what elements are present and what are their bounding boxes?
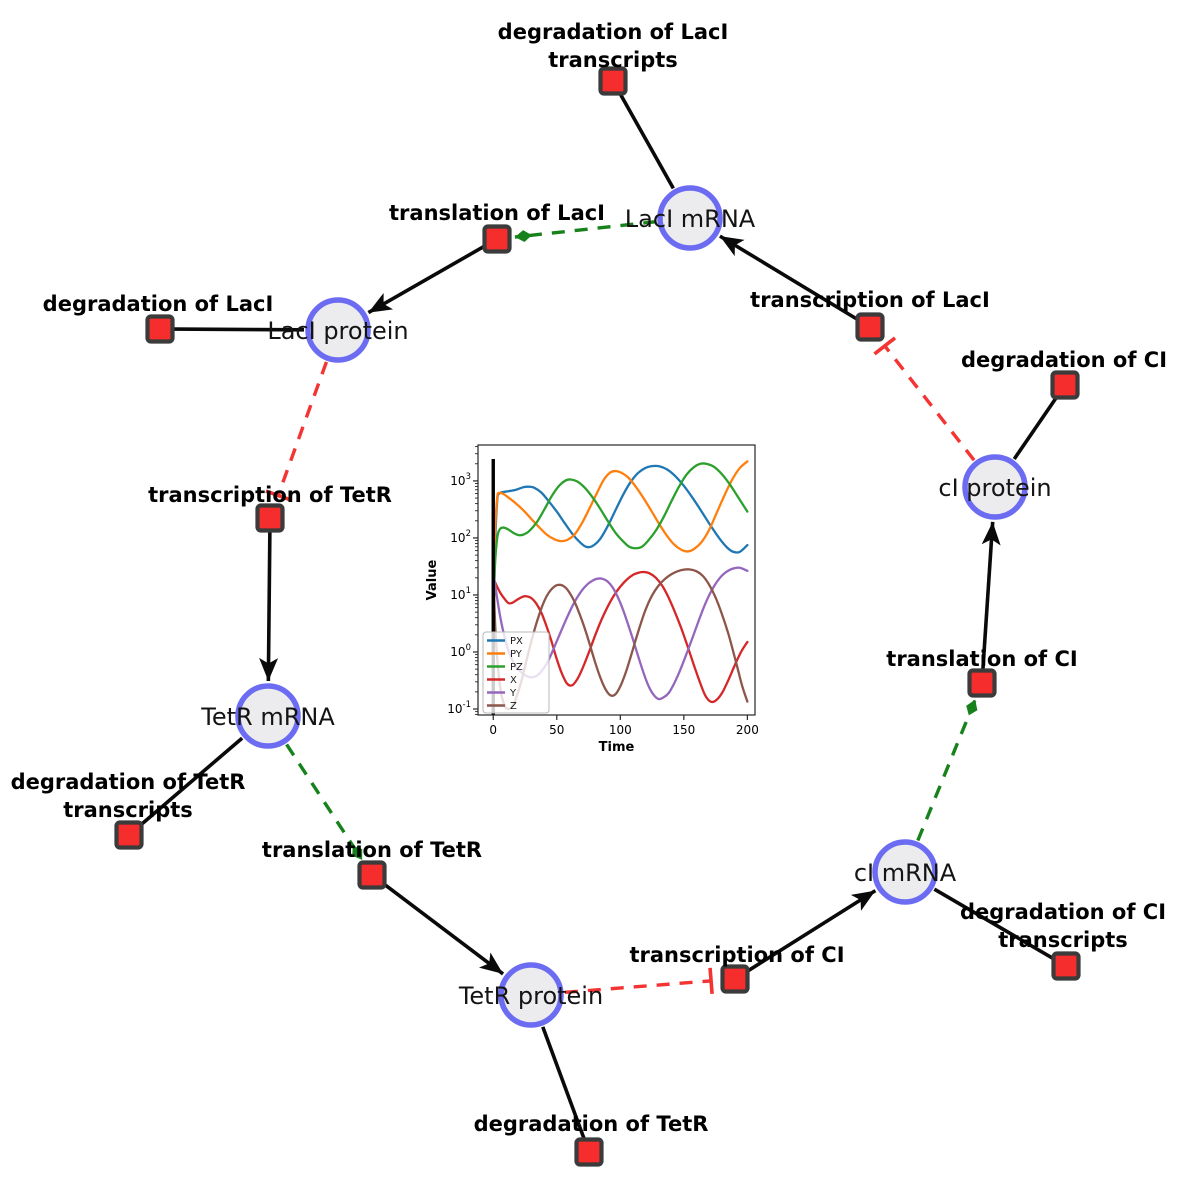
edge-inhibitor-tetr_prot-tr_ci: [564, 967, 714, 995]
reaction-node-transl_ci[interactable]: [967, 668, 997, 698]
species-label-tetr_mrna: TetR mRNA: [200, 703, 335, 731]
edge-reactant-ci_prot-deg_ci: [1012, 395, 1059, 460]
species-node-ci_mrna[interactable]: [872, 839, 938, 905]
chart-legend-label: Z: [510, 701, 517, 712]
chart-legend: PX PY PZ XYZ: [482, 631, 550, 714]
chart-plot-border: [477, 444, 756, 716]
species-label-ci_prot: cI protein: [938, 474, 1051, 502]
reaction-node-tr_laci[interactable]: [855, 312, 885, 342]
reaction-label-deg_laci_tx-line0: degradation of LacI: [498, 20, 729, 44]
edge-reactant-tetr_mrna-deg_tetr_tx: [138, 736, 244, 828]
reaction-node-transl_laci[interactable]: [482, 224, 512, 254]
reaction-node-deg_tetr_tx[interactable]: [114, 820, 144, 850]
chart-y-tick-label: 103: [450, 472, 471, 488]
edge-product-transl_laci-laci_prot: [367, 244, 486, 315]
inset-chart: 0 50 100 150 20010-1100101102103TimeValuePXP…: [425, 444, 759, 755]
reaction-node-tr_tetr[interactable]: [255, 503, 285, 533]
chart-legend-label: PZ: [510, 662, 523, 673]
reaction-label-transl_laci-line0: translation of LacI: [389, 201, 605, 225]
chart-y-tick-label: 102: [450, 529, 471, 545]
chart-x-tick-label: 0: [489, 723, 497, 737]
reaction-label-deg_ci-line0: degradation of CI: [961, 348, 1167, 372]
edge-reactant-ci_mrna-deg_ci_tx: [933, 887, 1055, 961]
chart-legend-label: PX: [510, 636, 523, 647]
reaction-node-transl_tetr[interactable]: [357, 860, 387, 890]
edge-modifier-laci_mrna-transl_laci: [514, 219, 657, 243]
edge-product-transl_tetr-tetr_prot: [382, 881, 505, 976]
reaction-label-deg_ci_tx-line1: transcripts: [998, 928, 1128, 952]
species-node-tetr_prot[interactable]: [498, 962, 564, 1028]
reaction-node-deg_tetr[interactable]: [574, 1137, 604, 1167]
edge-inhibitor-ci_prot-tr_laci: [873, 336, 976, 462]
edge-modifier-ci_mrna-transl_ci: [916, 699, 978, 842]
reaction-label-deg_tetr-line0: degradation of TetR: [474, 1112, 709, 1136]
reaction-label-transl_ci-line0: translation of CI: [886, 647, 1077, 671]
chart-series-PZ: [492, 462, 749, 683]
species-node-tetr_mrna[interactable]: [235, 683, 301, 749]
reaction-label-transl_tetr-line0: translation of TetR: [262, 838, 482, 862]
reaction-label-tr_ci-line0: transcription of CI: [629, 943, 844, 967]
chart-x-tick-label: 100: [609, 723, 632, 737]
reaction-label-deg_laci-line0: degradation of LacI: [43, 292, 274, 316]
chart-xlabel: Time: [599, 740, 635, 755]
reaction-label-deg_tetr_tx-line1: transcripts: [63, 798, 193, 822]
chart-series-X: [492, 570, 749, 704]
reaction-label-deg_laci_tx-line1: transcripts: [548, 48, 678, 72]
chart-ylabel: Value: [425, 559, 440, 600]
edge-product-tr_ci-ci_mrna: [745, 889, 877, 974]
species-label-tetr_prot: TetR protein: [458, 982, 603, 1010]
edge-product-tr_tetr-tetr_mrna: [259, 531, 279, 682]
reaction-label-tr_laci-line0: transcription of LacI: [750, 288, 990, 312]
chart-series-PY: [492, 460, 749, 683]
chart-legend-label: X: [510, 675, 517, 686]
reaction-label-deg_ci_tx-line0: degradation of CI: [960, 900, 1166, 924]
species-label-laci_prot: LacI protein: [267, 317, 408, 345]
species-node-ci_prot[interactable]: [962, 454, 1028, 520]
chart-x-tick-label: 150: [672, 723, 695, 737]
chart-y-tick-label: 101: [450, 586, 471, 602]
species-label-laci_mrna: LacI mRNA: [625, 205, 756, 233]
chart-y-tick-label: 10-1: [447, 700, 471, 716]
edge-inhibitor-laci_prot-tr_tetr: [265, 361, 329, 502]
edge-product-transl_ci-ci_prot: [981, 521, 1001, 670]
species-node-laci_prot[interactable]: [305, 297, 371, 363]
species-node-laci_mrna[interactable]: [657, 185, 723, 251]
reaction-node-deg_laci[interactable]: [145, 314, 175, 344]
reaction-label-deg_tetr_tx-line0: degradation of TetR: [11, 770, 246, 794]
edge-reactant-laci_mrna-deg_laci_tx: [618, 92, 675, 190]
edge-reactant-tetr_prot-deg_tetr: [541, 1026, 586, 1140]
chart-y-tick-label: 100: [450, 643, 471, 659]
chart-x-tick-label: 200: [736, 723, 759, 737]
edge-product-tr_laci-laci_mrna: [719, 234, 859, 322]
reaction-node-deg_laci_tx[interactable]: [598, 66, 628, 96]
reaction-node-deg_ci[interactable]: [1050, 370, 1080, 400]
edge-reactant-laci_prot-deg_laci: [173, 327, 305, 332]
reaction-node-tr_ci[interactable]: [720, 964, 750, 994]
chart-series-PX: [492, 464, 749, 683]
chart-x-tick-label: 50: [549, 723, 564, 737]
chart-legend-label: PY: [510, 649, 523, 660]
reaction-node-deg_ci_tx[interactable]: [1051, 951, 1081, 981]
chart-legend-label: Y: [509, 688, 517, 699]
reaction-label-tr_tetr-line0: transcription of TetR: [148, 483, 392, 507]
species-label-ci_mrna: cI mRNA: [854, 859, 957, 887]
